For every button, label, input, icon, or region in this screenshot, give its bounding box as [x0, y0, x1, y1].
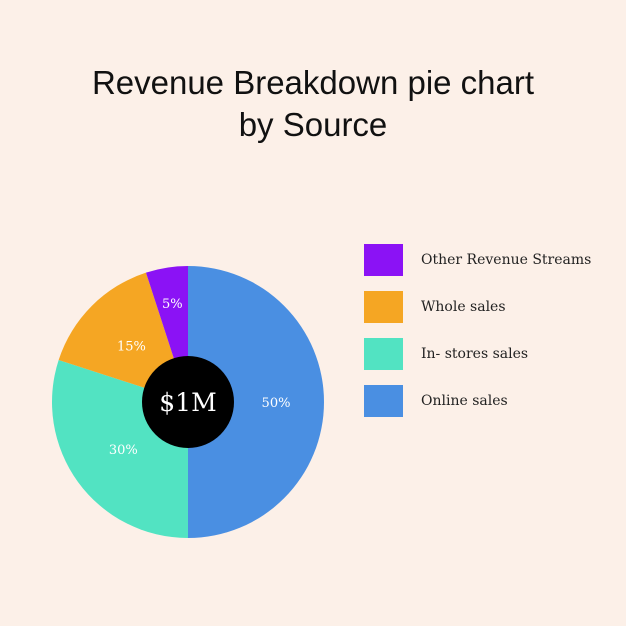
- legend-item: Online sales: [364, 385, 614, 417]
- legend-swatch: [364, 338, 403, 370]
- center-total-label: $1M: [159, 388, 216, 417]
- legend-swatch: [364, 385, 403, 417]
- legend-item: In- stores sales: [364, 338, 614, 370]
- legend-swatch: [364, 244, 403, 276]
- slice-value-label: 30%: [109, 443, 138, 458]
- chart-title: Revenue Breakdown pie chart by Source: [0, 62, 626, 146]
- legend-label: Other Revenue Streams: [421, 252, 592, 268]
- center-hole: [142, 356, 234, 448]
- chart-title-line-1: Revenue Breakdown pie chart: [91, 64, 535, 101]
- legend-item: Other Revenue Streams: [364, 244, 614, 276]
- chart-title-line-2: by Source: [238, 106, 388, 143]
- slice-value-label: 15%: [117, 339, 146, 354]
- pie-slice-online-sales: [188, 266, 324, 538]
- slice-value-label: 50%: [262, 396, 291, 411]
- legend-label: Whole sales: [421, 299, 506, 315]
- slice-value-label: 5%: [162, 297, 183, 312]
- legend-label: Online sales: [421, 393, 508, 409]
- legend-item: Whole sales: [364, 291, 614, 323]
- legend-label: In- stores sales: [421, 346, 529, 362]
- legend-swatch: [364, 291, 403, 323]
